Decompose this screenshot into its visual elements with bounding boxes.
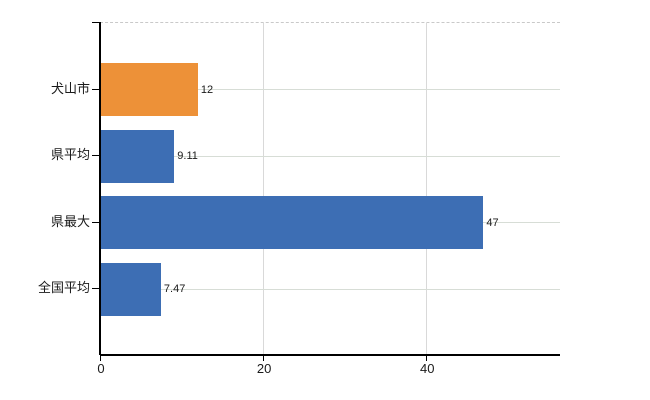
y-axis-tick xyxy=(92,88,99,90)
x-tick-label-0: 0 xyxy=(97,361,105,376)
x-axis-tick xyxy=(426,356,428,361)
bar-全国平均 xyxy=(100,262,161,316)
x-axis-line xyxy=(100,354,560,356)
bar-value-label: 47 xyxy=(486,216,499,229)
category-label-県平均: 県平均 xyxy=(50,147,90,163)
category-gridline xyxy=(100,155,560,157)
y-axis-tick xyxy=(92,155,99,157)
x-axis-tick xyxy=(263,356,265,361)
category-label-全国平均: 全国平均 xyxy=(37,280,90,296)
y-axis-tick xyxy=(92,288,99,290)
y-axis-tick xyxy=(92,221,99,223)
bar-犬山市 xyxy=(100,63,198,117)
bar-県平均 xyxy=(100,129,175,183)
bar-value-label: 7.47 xyxy=(163,283,186,296)
x-axis-tick xyxy=(100,356,101,361)
category-gridline xyxy=(100,89,560,91)
category-label-県最大: 県最大 xyxy=(50,213,90,229)
x-tick-label-20: 20 xyxy=(256,361,272,376)
vertical-gridline xyxy=(262,23,264,356)
bar-value-label: 12 xyxy=(200,83,214,96)
category-gridline xyxy=(100,288,560,290)
bar-県最大 xyxy=(100,196,484,250)
category-label-犬山市: 犬山市 xyxy=(50,80,90,96)
x-tick-label-40: 40 xyxy=(420,361,435,376)
vertical-gridline xyxy=(425,23,427,356)
y-axis-top-tick xyxy=(92,22,99,23)
bar-value-label: 9.11 xyxy=(177,150,198,163)
y-axis-line xyxy=(99,22,101,355)
plot-area: 12 9.11 47 7.47 xyxy=(100,22,560,356)
